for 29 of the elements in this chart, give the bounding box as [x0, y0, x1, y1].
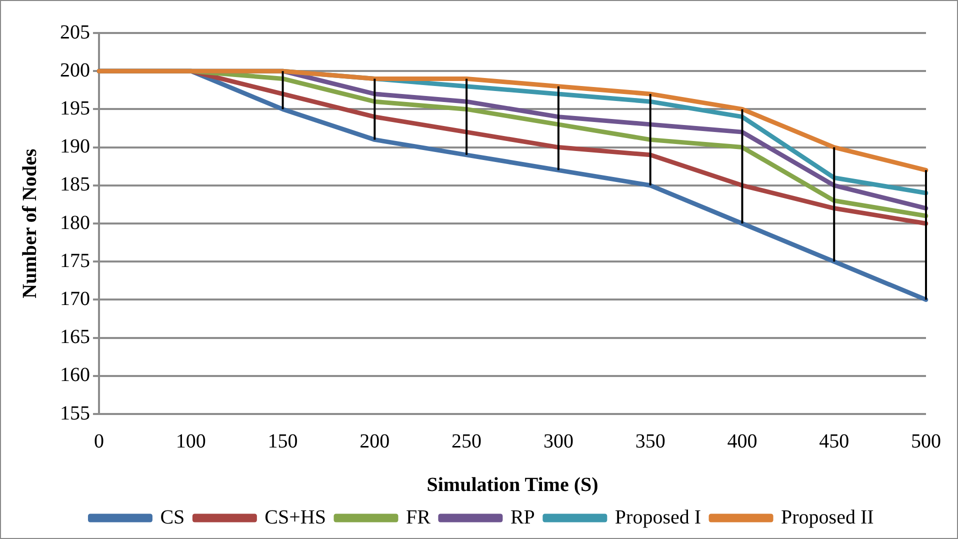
legend-label: CS: [160, 506, 185, 528]
y-tick-label: 175: [60, 250, 90, 272]
x-tick-label: 300: [543, 430, 574, 452]
x-tick-label: 0: [94, 430, 104, 452]
y-tick-label: 195: [60, 97, 90, 120]
y-tick-label: 170: [60, 288, 90, 310]
x-tick-label: 400: [727, 430, 758, 452]
y-tick-label: 185: [60, 174, 90, 196]
y-tick-label: 160: [60, 364, 90, 386]
y-tick-label: 200: [60, 59, 90, 82]
legend-label: Proposed II: [781, 506, 874, 528]
x-tick-label: 450: [819, 430, 850, 452]
y-axis-title: Number of Nodes: [19, 148, 42, 298]
legend-label: FR: [406, 506, 432, 528]
x-tick-label: 150: [268, 430, 298, 452]
y-tick-label: 190: [60, 136, 90, 158]
legend-label: CS+HS: [264, 506, 326, 528]
x-axis-title: Simulation Time (S): [426, 474, 598, 496]
y-tick-label: 205: [60, 21, 90, 44]
x-tick-label: 250: [452, 430, 482, 452]
y-tick-label: 165: [60, 326, 90, 348]
x-tick-label: 350: [635, 430, 666, 452]
x-tick-label: 100: [176, 430, 206, 452]
legend-label: Proposed I: [614, 506, 702, 528]
x-tick-label: 200: [360, 430, 390, 452]
x-tick-label: 500: [911, 430, 941, 452]
legend-label: RP: [510, 506, 535, 528]
y-tick-label: 155: [60, 402, 90, 424]
y-tick-label: 180: [60, 212, 90, 234]
